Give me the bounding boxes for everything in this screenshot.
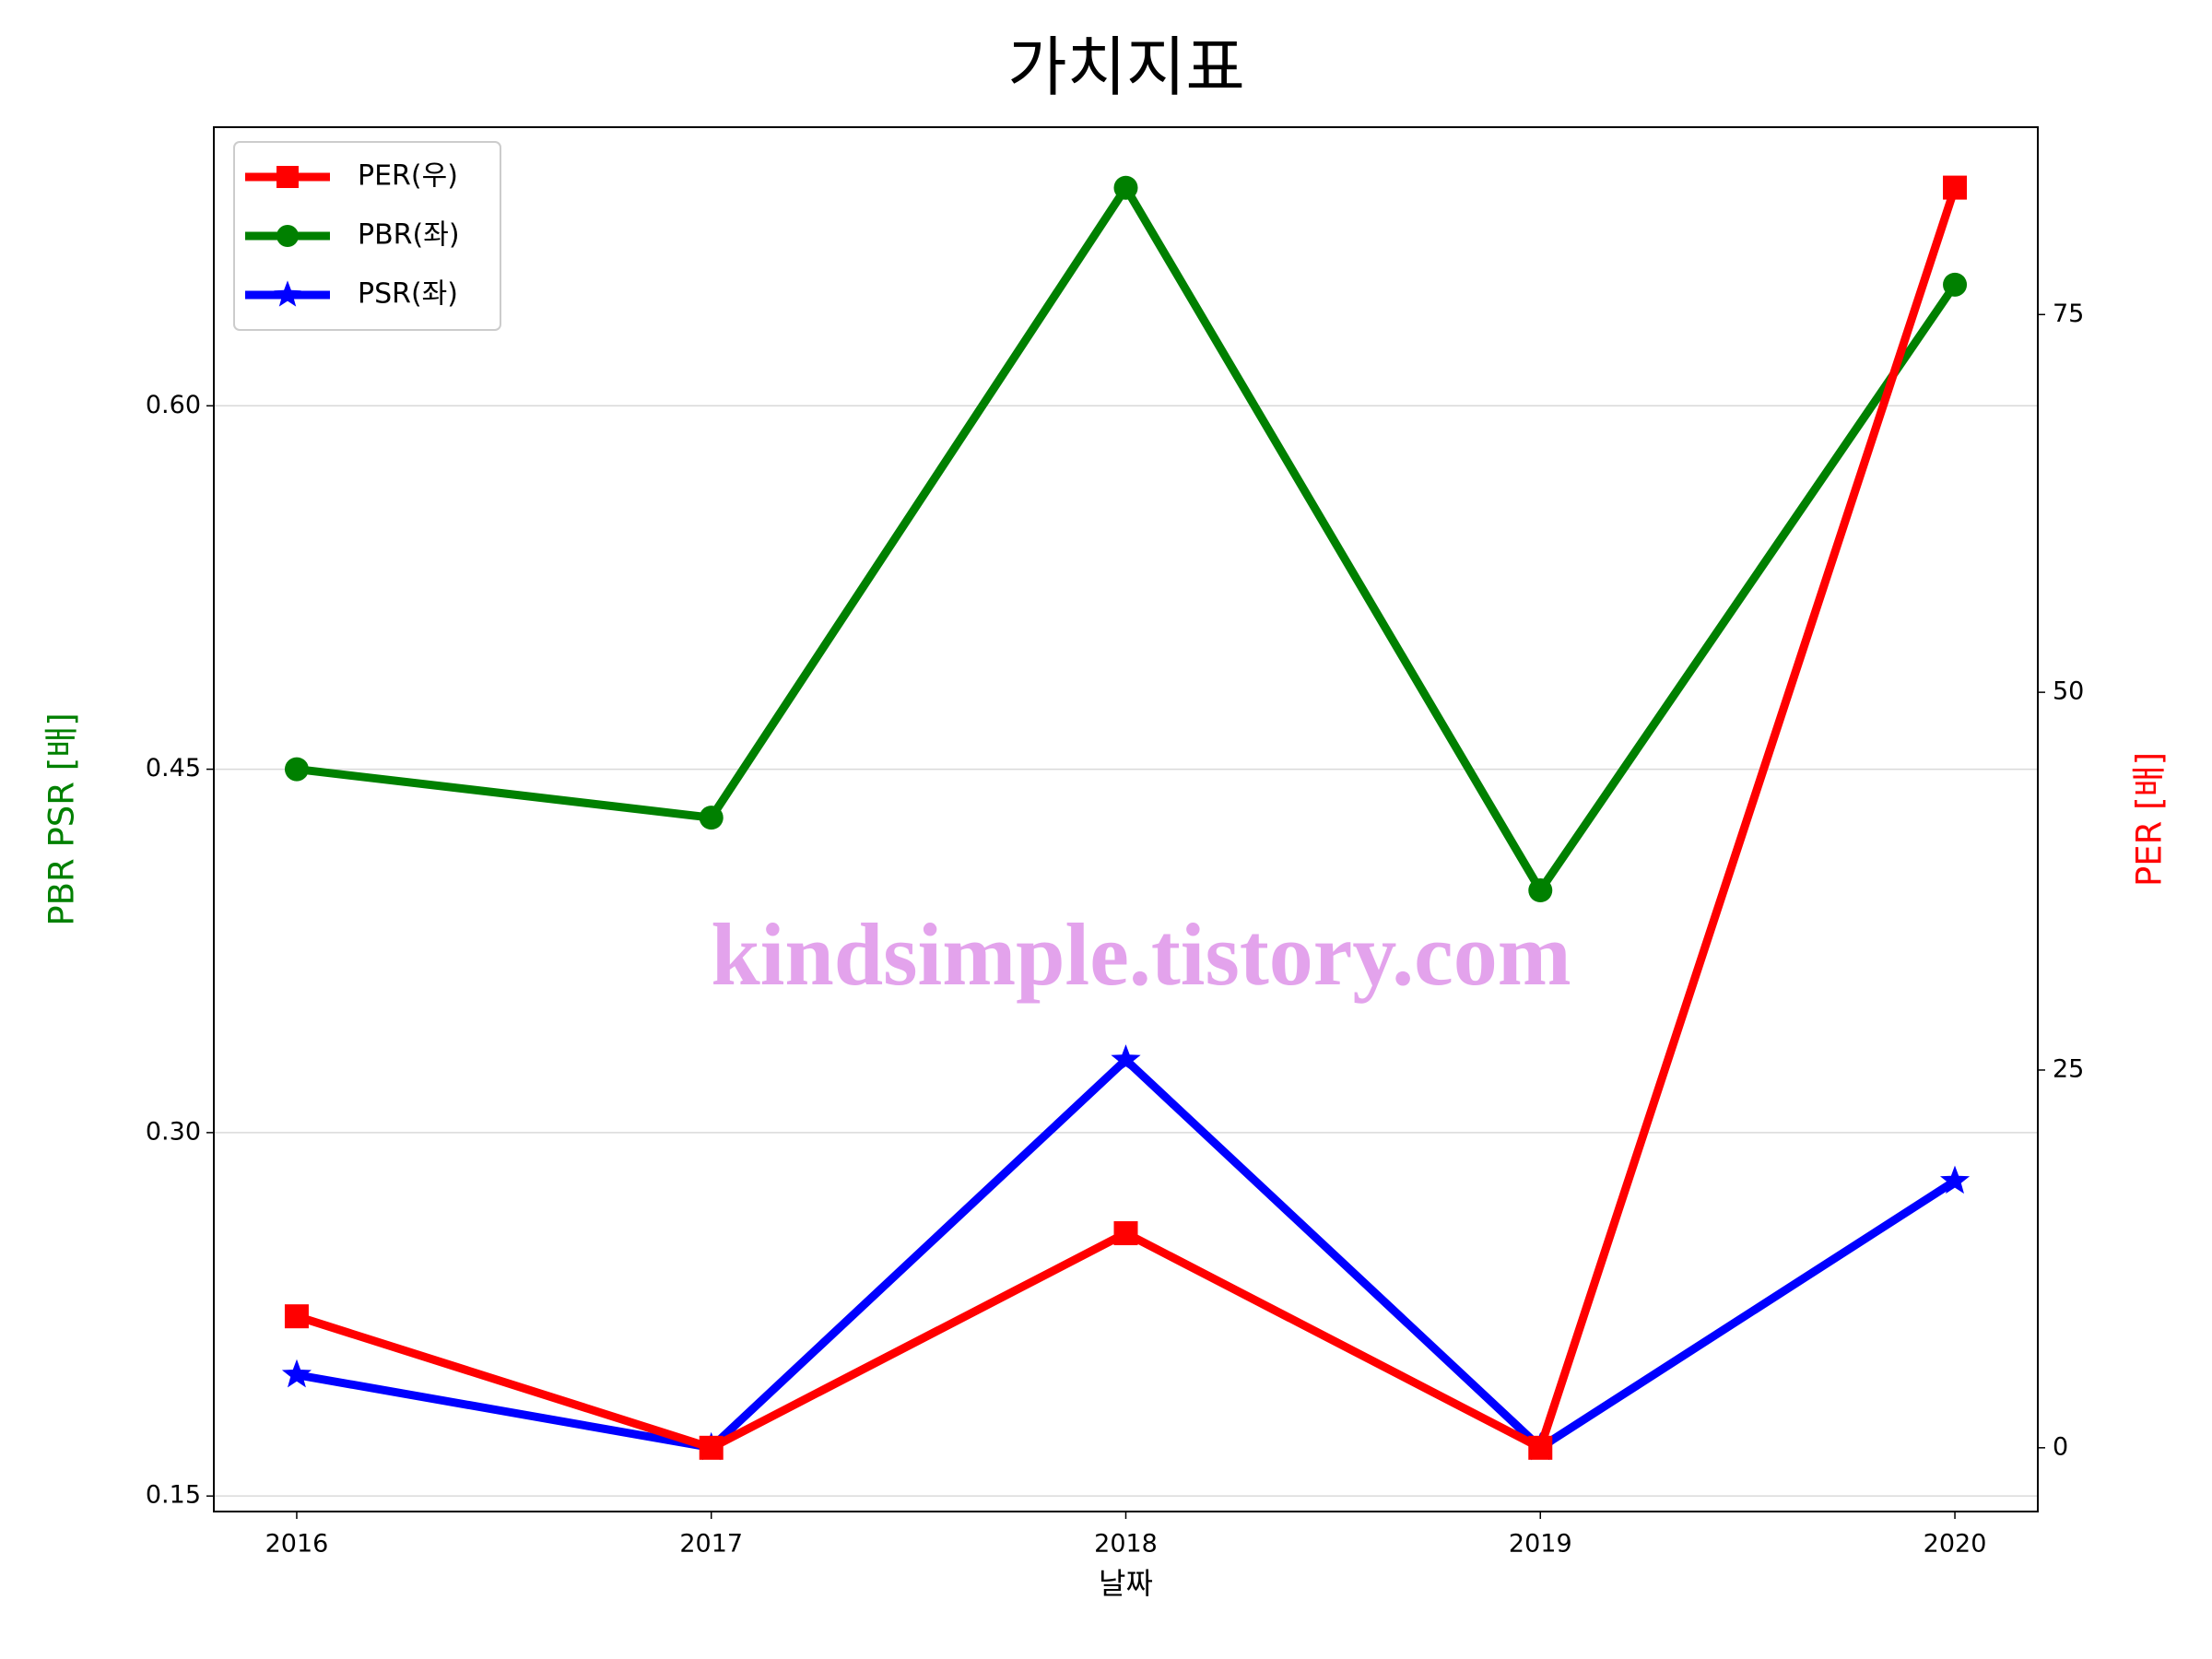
y-axis-label: PBR PSR [배]	[42, 712, 82, 925]
y-tick-label: 0.60	[146, 391, 201, 419]
y2-tick-label: 50	[2053, 677, 2084, 706]
legend-label: PBR(좌)	[358, 219, 460, 252]
x-tick-label: 2020	[1924, 1530, 1987, 1559]
marker	[699, 806, 724, 830]
marker	[284, 757, 309, 782]
y2-axis-label: PER [배]	[2130, 752, 2170, 887]
marker	[699, 1435, 724, 1460]
x-tick-label: 2019	[1509, 1530, 1572, 1559]
y-tick-label: 0.45	[146, 754, 201, 782]
y2-tick-label: 25	[2053, 1054, 2084, 1083]
marker	[1528, 878, 1553, 903]
marker	[1940, 1165, 1971, 1194]
x-tick-label: 2017	[679, 1530, 743, 1559]
y-tick-label: 0.30	[146, 1117, 201, 1146]
legend-marker	[276, 166, 299, 188]
legend-label: PSR(좌)	[358, 278, 458, 311]
legend: PER(우) PBR(좌) PSR(좌)	[233, 141, 501, 331]
marker	[1528, 1435, 1553, 1460]
marker	[1111, 1044, 1141, 1073]
x-tick-label: 2018	[1094, 1530, 1158, 1559]
marker	[1113, 1221, 1138, 1246]
marker	[1943, 272, 1968, 297]
marker	[284, 1304, 309, 1329]
marker	[1943, 175, 1968, 200]
y2-tick-label: 0	[2053, 1432, 2068, 1461]
x-axis-label: 날짜	[1099, 1566, 1153, 1601]
marker	[1113, 175, 1138, 200]
marker	[281, 1359, 312, 1388]
plot-frame	[213, 126, 2039, 1512]
legend-marker	[276, 225, 299, 247]
watermark: kindsimple.tistory.com	[711, 905, 1571, 1004]
legend-marker	[274, 280, 301, 307]
y2-tick-label: 75	[2053, 300, 2084, 328]
x-tick-label: 2016	[265, 1530, 329, 1559]
legend-box	[233, 141, 501, 331]
chart-title: 가치지표	[1007, 29, 1245, 105]
legend-label: PER(우)	[358, 160, 458, 193]
y-tick-label: 0.15	[146, 1481, 201, 1510]
